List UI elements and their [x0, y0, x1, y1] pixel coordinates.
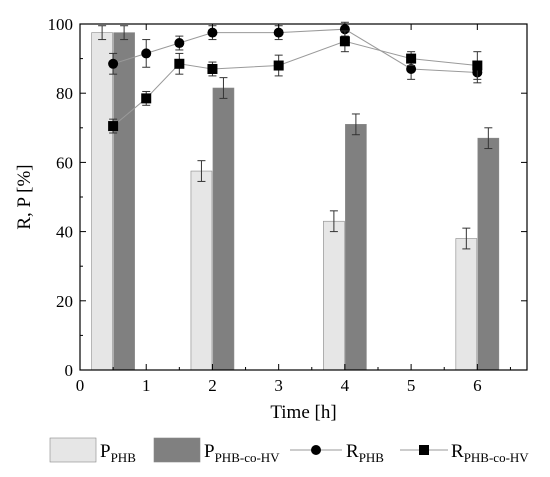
legend-label-P_PHB: PPHB	[100, 441, 136, 465]
legend-swatch-P_PHB	[49, 437, 97, 463]
point-R_PHB-co-HV-5	[339, 36, 350, 47]
bar-P_PHB-3	[455, 238, 478, 371]
point-R_PHB-4	[273, 27, 284, 38]
legend-label-R_PHB: RPHB	[346, 441, 384, 465]
line-R_PHB-co-HV	[112, 40, 478, 127]
x-tick-label-0: 0	[76, 376, 85, 395]
point-R_PHB-co-HV-2	[174, 58, 185, 69]
y-tick-label-4: 80	[56, 84, 73, 103]
line-R_PHB	[112, 28, 478, 73]
point-R_PHB-co-HV-6	[406, 53, 417, 64]
point-R_PHB-3	[207, 27, 218, 38]
legend-swatch-P_PHB-co-HV	[153, 437, 201, 463]
y-tick-label-0: 0	[65, 361, 74, 380]
legend-marker-R_PHB-co-HV	[419, 445, 429, 455]
legend-label-R_PHB-co-HV: RPHB-co-HV	[451, 441, 529, 465]
x-tick-label-5: 5	[407, 376, 416, 395]
y-axis-title: R, P [%]	[14, 164, 35, 229]
bar-P_PHB-co-HV-0	[113, 32, 135, 371]
bar-P_PHB-0	[91, 32, 113, 371]
bar-P_PHB-2	[323, 220, 345, 371]
point-R_PHB-co-HV-4	[273, 60, 284, 71]
point-R_PHB-co-HV-3	[207, 63, 218, 74]
x-tick-label-6: 6	[473, 376, 482, 395]
bar-P_PHB-co-HV-1	[212, 87, 235, 371]
point-R_PHB-1	[141, 48, 152, 59]
y-tick-label-2: 40	[56, 223, 73, 242]
point-R_PHB-co-HV-7	[472, 60, 483, 71]
bar-P_PHB-co-HV-2	[345, 124, 367, 371]
bar-P_PHB-1	[190, 170, 213, 371]
x-tick-label-3: 3	[274, 376, 283, 395]
y-tick-label-1: 20	[56, 292, 73, 311]
legend-label-P_PHB-co-HV: PPHB-co-HV	[204, 441, 280, 465]
x-tick-label-2: 2	[208, 376, 217, 395]
legend-marker-R_PHB	[311, 445, 321, 455]
x-axis-title: Time [h]	[270, 402, 336, 423]
point-R_PHB-6	[406, 63, 417, 74]
lines-layer	[108, 21, 483, 134]
bar-P_PHB-co-HV-3	[477, 137, 500, 371]
y-tick-label-5: 100	[48, 15, 74, 34]
y-tick-label-3: 60	[56, 153, 73, 172]
x-tick-label-4: 4	[341, 376, 350, 395]
bars-layer	[91, 25, 500, 371]
point-R_PHB-2	[174, 38, 185, 49]
point-R_PHB-co-HV-1	[141, 93, 152, 104]
x-tick-label-1: 1	[142, 376, 151, 395]
point-R_PHB-co-HV-0	[108, 121, 119, 132]
legend: PPHB PPHB-co-HV RPHB RPHB-co-HV	[49, 437, 529, 465]
point-R_PHB-0	[108, 58, 119, 69]
